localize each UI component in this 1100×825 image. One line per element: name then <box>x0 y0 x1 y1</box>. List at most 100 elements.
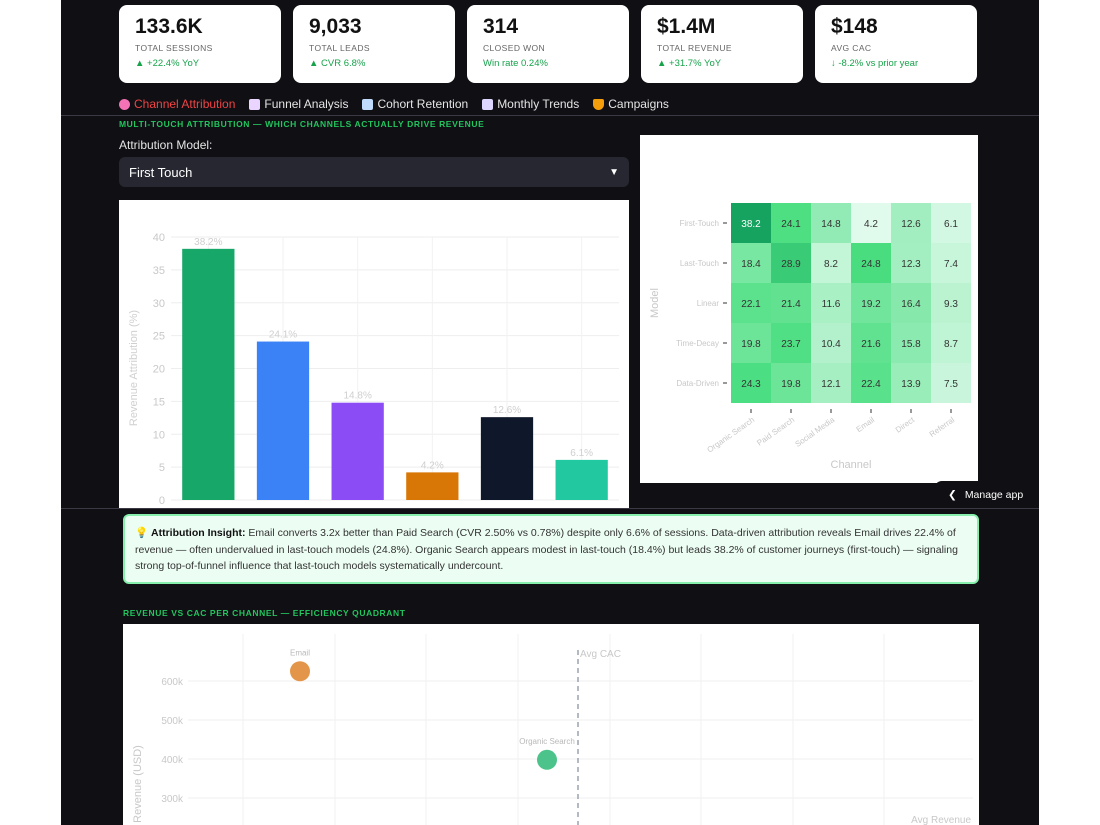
heatmap-value: 21.4 <box>781 299 801 310</box>
tab-cohort-retention[interactable]: Cohort Retention <box>362 97 468 111</box>
y-tick-label: 25 <box>153 331 165 343</box>
heatmap-cell <box>771 363 811 403</box>
y-axis-label: Model <box>649 288 661 318</box>
heatmap-cell <box>931 363 971 403</box>
heatmap-value: 10.4 <box>821 339 841 350</box>
bar <box>256 341 310 500</box>
heatmap-value: 9.3 <box>944 299 958 310</box>
x-category-label: Email <box>855 415 877 434</box>
kpi-delta: ▲ +22.4% YoY <box>135 58 200 69</box>
heatmap-value: 6.1 <box>944 219 958 230</box>
attribution-model-select[interactable]: First Touch ▼ <box>119 157 629 187</box>
kpi-card-leads: 9,033 TOTAL LEADS ▲ CVR 6.8% <box>293 5 455 83</box>
x-category-label: Organic Search <box>705 415 756 454</box>
y-tick-label: 10 <box>153 429 165 441</box>
bar <box>555 459 608 500</box>
tab-label: Cohort Retention <box>377 97 469 111</box>
kpi-value: 314 <box>483 15 519 38</box>
heatmap-value: 24.3 <box>741 379 761 390</box>
heatmap-cell <box>851 243 891 283</box>
heatmap-value: 4.2 <box>864 219 878 230</box>
heatmap-cell <box>811 203 851 243</box>
divider <box>61 115 1039 116</box>
kpi-label: TOTAL LEADS <box>309 43 370 53</box>
kpi-label: AVG CAC <box>831 43 872 53</box>
attribution-model-label: Attribution Model: <box>119 138 213 152</box>
bar-chart-panel: 0 5 10 15 20 25 30 35 40 38.2% 24.1% 14.8% 4.2% 12.6%… <box>119 200 629 508</box>
bar-data-label: 14.8% <box>343 391 371 402</box>
kpi-value: 133.6K <box>135 15 203 38</box>
heatmap-value: 22.1 <box>741 299 761 310</box>
heatmap-cell <box>851 283 891 323</box>
heatmap-cell <box>931 243 971 283</box>
app-root: 133.6K TOTAL SESSIONS ▲ +22.4% YoY 9,033… <box>61 0 1039 825</box>
heatmap-value: 21.6 <box>861 339 881 350</box>
tab-label: Campaigns <box>608 97 669 111</box>
heatmap-value: 24.1 <box>781 219 801 230</box>
tab-channel-attribution[interactable]: Channel Attribution <box>119 97 235 111</box>
y-category-label: Time-Decay <box>676 339 719 348</box>
y-tick-label: 0 <box>159 495 165 507</box>
tab-campaigns[interactable]: Campaigns <box>593 97 669 111</box>
kpi-card-cac: $148 AVG CAC ↓ -8.2% vs prior year <box>815 5 977 83</box>
tab-monthly-trends[interactable]: Monthly Trends <box>482 97 579 111</box>
heatmap-cell <box>771 203 811 243</box>
x-category-label: Direct <box>894 415 917 435</box>
heatmap-value: 7.4 <box>944 259 958 270</box>
select-value: First Touch <box>129 164 193 180</box>
heatmap-cell <box>731 203 771 243</box>
insight-callout: 💡 Attribution Insight: Email converts 3.… <box>123 514 979 584</box>
y-tick-label: 600k <box>161 677 184 688</box>
x-category-label: Social Media <box>793 415 836 449</box>
heatmap-value: 16.4 <box>901 299 921 310</box>
y-axis-label: Revenue (USD) <box>132 745 144 823</box>
kpi-value: $148 <box>831 15 878 38</box>
y-tick-label: 35 <box>153 265 165 277</box>
heatmap-cell <box>811 363 851 403</box>
heatmap-value: 22.4 <box>861 379 881 390</box>
heatmap-cell <box>731 323 771 363</box>
manage-app-button[interactable]: ❮ Manage app <box>934 481 1039 508</box>
heatmap-cell <box>891 283 931 323</box>
y-category-label: Last-Touch <box>680 259 719 268</box>
y-category-label: Linear <box>697 299 720 308</box>
lightbulb-icon: 💡 <box>135 527 149 539</box>
heatmap-value: 19.2 <box>861 299 881 310</box>
y-tick-label: 20 <box>153 364 165 376</box>
y-tick-label: 30 <box>153 298 165 310</box>
bar <box>182 248 235 500</box>
chevron-left-icon: ❮ <box>948 488 957 501</box>
chart-up-icon <box>482 98 494 110</box>
heatmap-cell <box>891 323 931 363</box>
bar-data-label: 38.2% <box>194 237 222 248</box>
y-tick-label: 15 <box>153 396 165 408</box>
heatmap-chart: First-Touch 38.2 24.1 14.8 4.2 12.6 6.1 Last-To… <box>649 203 971 471</box>
heatmap-cell <box>931 203 971 243</box>
heatmap-value: 19.8 <box>741 339 761 350</box>
tab-label: Funnel Analysis <box>264 97 349 111</box>
bar-data-label: 24.1% <box>269 330 297 341</box>
heatmap-cell <box>771 323 811 363</box>
heatmap-cell <box>811 283 851 323</box>
heatmap-cell <box>931 283 971 323</box>
calendar-icon <box>362 98 374 110</box>
heatmap-cell <box>811 323 851 363</box>
kpi-delta: ▲ +31.7% YoY <box>657 58 722 69</box>
bar-data-label: 6.1% <box>570 448 593 459</box>
x-category-label: Paid Search <box>755 415 796 447</box>
heatmap-value: 28.9 <box>781 259 801 270</box>
point-label: Email <box>290 648 310 657</box>
bar-data-label: 12.6% <box>493 405 521 416</box>
kpi-label: TOTAL REVENUE <box>657 43 732 53</box>
chevron-down-icon: ▼ <box>609 166 619 178</box>
heatmap-cell <box>731 283 771 323</box>
kpi-card-sessions: 133.6K TOTAL SESSIONS ▲ +22.4% YoY <box>119 5 281 83</box>
heatmap-value: 24.8 <box>861 259 881 270</box>
section-title-attribution: MULTI-TOUCH ATTRIBUTION — WHICH CHANNELS… <box>119 119 485 129</box>
bar <box>406 472 459 500</box>
heatmap-cell <box>931 323 971 363</box>
heatmap-value: 8.2 <box>824 259 838 270</box>
tab-label: Channel Attribution <box>134 97 236 111</box>
tab-funnel-analysis[interactable]: Funnel Analysis <box>249 97 348 111</box>
heatmap-value: 23.7 <box>781 339 801 350</box>
